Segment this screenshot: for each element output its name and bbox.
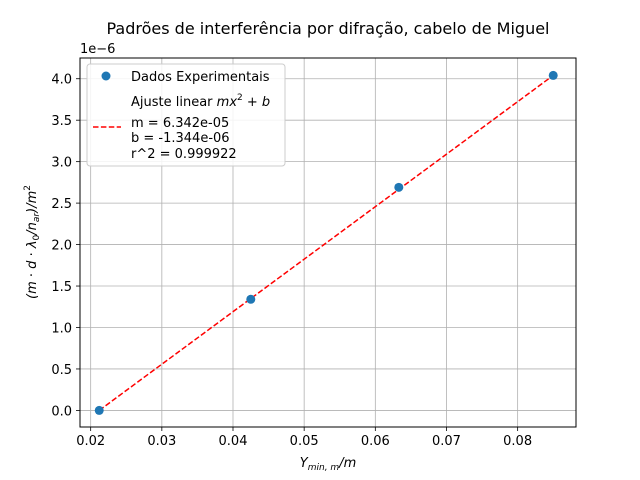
x-axis-ticks: 0.02 0.03 0.04 0.05 0.06 0.07 0.08 <box>76 427 532 449</box>
y-tick-label: 2.0 <box>51 239 72 254</box>
y-tick-label: 0.0 <box>51 404 72 419</box>
data-point <box>394 182 404 192</box>
legend-label-fit-title: Ajuste linear mx2 + b <box>131 93 270 110</box>
y-axis-label: (m · d · λ0/nar)/m2 <box>23 185 42 299</box>
y-axis-ticks: 0.0 0.5 1.0 1.5 2.0 2.5 3.0 3.5 4.0 <box>51 73 80 419</box>
y-offset-text: 1e−6 <box>80 42 115 57</box>
legend: Dados Experimentais Ajuste linear mx2 + … <box>86 63 286 167</box>
y-tick-label: 1.5 <box>51 280 72 295</box>
legend-fit-r2: r^2 = 0.999922 <box>131 147 237 162</box>
x-tick-label: 0.05 <box>290 434 319 449</box>
x-tick-label: 0.02 <box>76 434 105 449</box>
y-tick-label: 3.5 <box>51 114 72 129</box>
x-axis-label: Ymin, m/m <box>300 456 356 473</box>
legend-fit-b: b = -1.344e-06 <box>131 131 230 146</box>
fit-line <box>98 74 554 412</box>
chart-title: Padrões de interferência por difração, c… <box>107 19 550 38</box>
plot-frame <box>79 57 577 428</box>
svg-text:(m · d · λ0/nar)/m2: (m · d · λ0/nar)/m2 <box>23 185 42 299</box>
legend-label-scatter: Dados Experimentais <box>131 70 270 85</box>
legend-marker-scatter <box>101 71 111 81</box>
x-tick-label: 0.08 <box>503 434 532 449</box>
data-point <box>246 294 256 304</box>
y-tick-label: 3.0 <box>51 156 72 171</box>
y-tick-label: 0.5 <box>51 363 72 378</box>
data-point <box>94 405 104 415</box>
x-tick-label: 0.06 <box>361 434 390 449</box>
x-tick-label: 0.04 <box>219 434 248 449</box>
y-tick-label: 1.0 <box>51 321 72 336</box>
x-tick-label: 0.03 <box>147 434 176 449</box>
fit-line-layer <box>98 74 554 412</box>
y-tick-label: 2.5 <box>51 197 72 212</box>
points-layer <box>94 70 558 415</box>
data-point <box>548 70 558 80</box>
legend-fit-m: m = 6.342e-05 <box>131 116 229 131</box>
x-tick-label: 0.07 <box>432 434 461 449</box>
legend-box <box>86 63 286 167</box>
y-tick-label: 4.0 <box>51 73 72 88</box>
